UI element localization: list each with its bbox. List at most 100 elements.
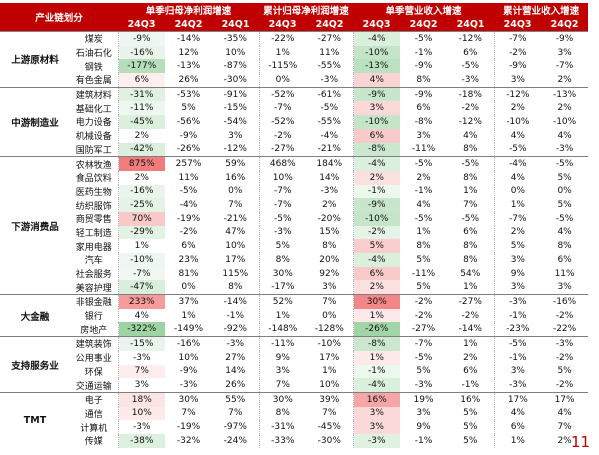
industry-name: 石油石化 [75, 49, 112, 60]
value-cell: 54% [460, 268, 481, 279]
data-row: 公用事业 -3% 10% 27% 9% 17% 1% -5% 2% -1% -2% [0, 350, 588, 365]
value-cell: 3% [493, 73, 542, 88]
industry-name: 计算机 [80, 423, 108, 434]
value-cell: -10% [352, 45, 401, 60]
data-row: 家用电器 1% 6% 10% 5% 8% 5% 8% 8% 5% 8% [0, 239, 588, 253]
value-cell: -7% [493, 211, 542, 226]
industry-name: 农林牧渔 [70, 156, 119, 171]
value-cell: 30% [258, 266, 307, 281]
industry-name: 传媒 [84, 437, 103, 448]
value-cell: -2% [461, 103, 480, 114]
value-cell: -20% [317, 213, 341, 224]
value-cell: -10% [352, 115, 401, 129]
value-cell: -35% [212, 30, 260, 46]
value-cell: 5% [258, 239, 307, 253]
value-cell: 6% [463, 366, 478, 377]
industry-name: 建筑材料 [70, 86, 119, 102]
value-cell: -10% [493, 115, 542, 129]
value-cell: 1% [447, 336, 495, 351]
value-cell: -38% [117, 433, 166, 448]
value-cell: -9% [352, 198, 401, 212]
value-cell: -5% [447, 156, 495, 171]
value-cell: 5% [463, 435, 478, 446]
value-cell: -11% [258, 336, 307, 351]
value-cell: 4% [557, 408, 572, 419]
value-cell: 27% [225, 352, 246, 363]
value-cell: -1% [352, 364, 401, 379]
value-cell: -55% [317, 61, 341, 72]
value-cell: 59% [212, 156, 260, 171]
value-cell: -10% [352, 211, 401, 226]
value-cell: -7% [258, 184, 307, 199]
value-cell: 1% [416, 227, 431, 238]
value-cell: 8% [463, 254, 478, 265]
value-cell: -13% [541, 86, 589, 102]
value-cell: -3% [212, 336, 260, 351]
data-row: 社会服务 -7% 81% 115% 30% 92% 6% -11% 54% 9% 11% [0, 266, 588, 281]
value-cell: 6% [416, 103, 431, 114]
value-cell: -8% [352, 142, 401, 157]
value-cell: 6% [463, 227, 478, 238]
value-cell: -21% [317, 144, 341, 155]
data-row: 轻工制造 -29% -2% 47% -3% 15% -2% 1% 6% 2% 4% [0, 225, 588, 240]
value-cell: 6% [117, 73, 166, 88]
value-cell: -1% [414, 435, 433, 446]
value-cell: 16% [225, 172, 246, 183]
value-cell: 9% [258, 350, 307, 365]
value-cell: 8% [416, 74, 431, 85]
industry-name: 煤炭 [70, 30, 119, 46]
data-row: 食品饮料 2% 11% 16% 10% 14% 2% 2% 8% 4% 5% [0, 170, 588, 185]
value-cell: 52% [258, 294, 307, 309]
value-cell: 1% [493, 433, 542, 448]
value-cell: -3% [117, 420, 166, 434]
value-cell: 1% [181, 310, 196, 321]
value-cell: 10% [225, 47, 246, 58]
value-cell: 6% [352, 266, 401, 281]
value-cell: 2% [352, 170, 401, 185]
value-cell: -87% [223, 61, 247, 72]
period-header: 24Q2 [400, 17, 448, 32]
industry-name: 纺织服饰 [75, 201, 112, 212]
value-cell: 0% [322, 310, 337, 321]
value-cell: 2% [322, 200, 337, 211]
value-cell: 1% [258, 45, 307, 60]
value-cell: -1% [493, 350, 542, 365]
value-cell: -11% [117, 101, 166, 116]
value-cell: -1% [493, 308, 542, 323]
value-cell: 8% [322, 241, 337, 252]
data-row: 基础化工 -11% 5% -15% -7% -5% 3% 6% -2% 2% 2% [0, 101, 588, 116]
value-cell: 1% [352, 350, 401, 365]
value-cell: -5% [414, 352, 433, 363]
value-cell: 16% [447, 391, 495, 407]
value-cell: -3% [352, 433, 401, 448]
value-cell: -2% [258, 128, 307, 143]
value-cell: 2% [117, 170, 166, 185]
industry-name: 社会服务 [75, 270, 112, 281]
value-cell: -4% [352, 378, 401, 393]
value-cell: 7% [306, 294, 354, 309]
period-header: 24Q3 [494, 17, 542, 32]
value-cell: -30% [317, 435, 341, 446]
value-cell: 5% [493, 239, 542, 253]
value-cell: 47% [225, 227, 246, 238]
value-cell: -24% [223, 435, 247, 446]
value-cell: -5% [555, 213, 574, 224]
value-cell: -2% [179, 227, 198, 238]
value-cell: 3% [228, 130, 243, 141]
value-cell: 4% [493, 128, 542, 143]
value-cell: -5% [258, 211, 307, 226]
value-cell: 9% [493, 266, 542, 281]
value-cell: -52% [258, 86, 307, 102]
value-cell: 1% [117, 239, 166, 253]
value-cell: -10% [552, 116, 577, 127]
value-cell: 55% [212, 391, 260, 407]
value-cell: 8% [416, 241, 431, 252]
value-cell: -322% [117, 322, 166, 337]
value-cell: -2% [352, 225, 401, 240]
value-cell: -10% [306, 336, 354, 351]
value-cell: 30% [165, 391, 213, 407]
value-cell: 8% [258, 253, 307, 267]
value-cell: -3% [179, 380, 198, 391]
value-cell: 8% [463, 144, 478, 155]
data-row: 商贸零售 70% -19% -21% -5% -20% -10% -5% -5% -7% -5% [0, 211, 588, 226]
